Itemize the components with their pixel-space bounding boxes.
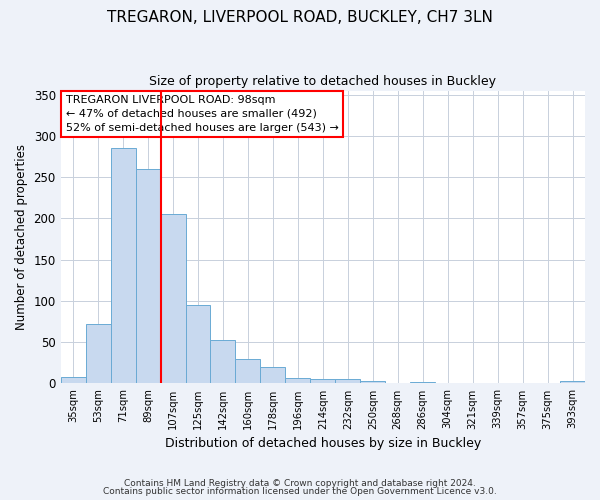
Text: Contains HM Land Registry data © Crown copyright and database right 2024.: Contains HM Land Registry data © Crown c… [124, 478, 476, 488]
Bar [286, 378, 310, 384]
Bar [136, 169, 161, 384]
Bar [560, 381, 585, 384]
Bar [235, 358, 260, 384]
Y-axis label: Number of detached properties: Number of detached properties [15, 144, 28, 330]
Bar [260, 367, 286, 384]
Bar [161, 214, 185, 384]
Title: Size of property relative to detached houses in Buckley: Size of property relative to detached ho… [149, 75, 496, 88]
Bar [110, 148, 136, 384]
Bar [310, 380, 335, 384]
Bar [360, 381, 385, 384]
Bar [435, 382, 460, 384]
Bar [510, 382, 535, 384]
Bar [335, 380, 360, 384]
Text: TREGARON, LIVERPOOL ROAD, BUCKLEY, CH7 3LN: TREGARON, LIVERPOOL ROAD, BUCKLEY, CH7 3… [107, 10, 493, 25]
Bar [185, 305, 211, 384]
X-axis label: Distribution of detached houses by size in Buckley: Distribution of detached houses by size … [165, 437, 481, 450]
Bar [86, 324, 110, 384]
Bar [211, 340, 235, 384]
Text: TREGARON LIVERPOOL ROAD: 98sqm
← 47% of detached houses are smaller (492)
52% of: TREGARON LIVERPOOL ROAD: 98sqm ← 47% of … [66, 95, 339, 133]
Bar [61, 377, 86, 384]
Text: Contains public sector information licensed under the Open Government Licence v3: Contains public sector information licen… [103, 487, 497, 496]
Bar [410, 382, 435, 384]
